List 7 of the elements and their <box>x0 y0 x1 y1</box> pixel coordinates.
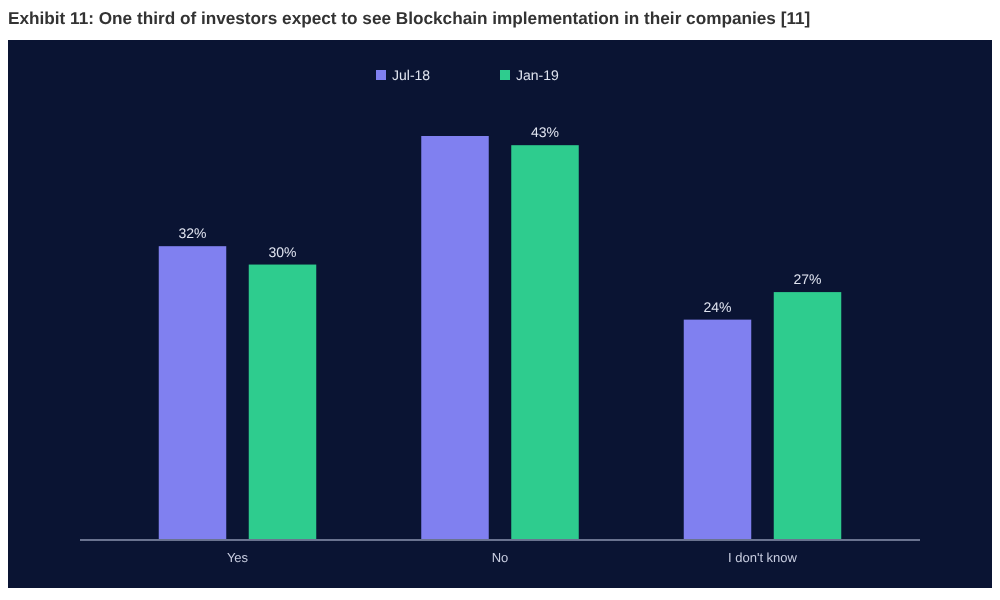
bar <box>683 319 752 540</box>
chart-title: Exhibit 11: One third of investors expect to see Blockchain implementation in their companies [11] <box>8 8 811 28</box>
bar <box>773 292 842 540</box>
bar <box>511 145 579 540</box>
bar <box>248 264 317 540</box>
bar <box>158 246 227 540</box>
bar <box>421 136 489 540</box>
